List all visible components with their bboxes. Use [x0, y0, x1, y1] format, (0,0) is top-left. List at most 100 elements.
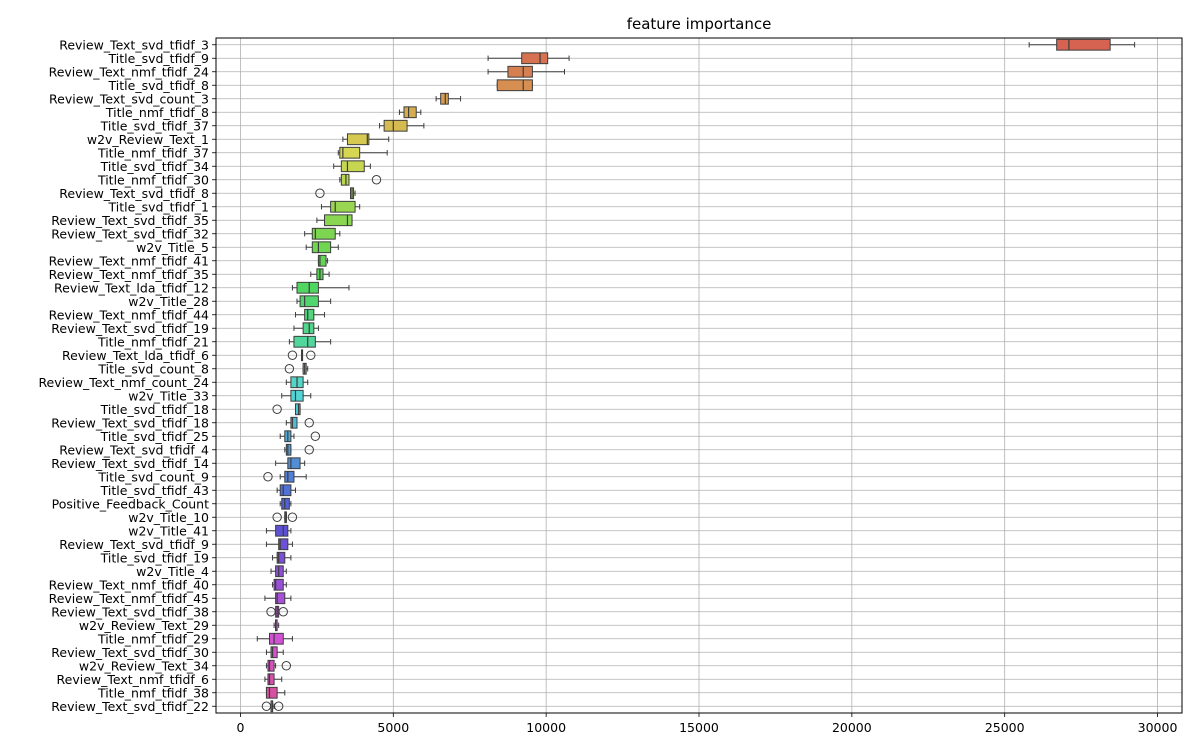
box-iqr [281, 497, 290, 510]
y-tick-label: Review_Text_nmf_count_24 [38, 375, 209, 390]
box-iqr [267, 659, 275, 672]
box-plot [264, 592, 292, 605]
outlier-point [266, 607, 276, 617]
box-plot [263, 470, 307, 483]
box-plot [265, 646, 284, 659]
y-tick-label: Review_Text_nmf_tfidf_35 [49, 267, 209, 282]
box-plot [266, 605, 288, 618]
y-tick-label: Title_svd_count_8 [97, 361, 209, 376]
y-tick-label: Review_Text_lda_tfidf_6 [62, 348, 209, 363]
box-plot [279, 497, 292, 510]
box-plot [305, 241, 339, 254]
box-iqr [284, 470, 295, 483]
y-tick-label: Review_Text_svd_tfidf_9 [59, 537, 209, 552]
box-plot [293, 322, 319, 335]
box-iqr [304, 308, 315, 321]
y-tick-label: Title_svd_tfidf_18 [100, 402, 209, 417]
box-plot [294, 308, 326, 321]
y-tick-label: Review_Text_svd_tfidf_32 [51, 226, 209, 241]
box-iqr [311, 227, 336, 240]
x-tick-label: 25000 [985, 720, 1025, 735]
box-plot [320, 200, 361, 213]
y-tick-label: Review_Text_svd_tfidf_19 [51, 321, 209, 336]
y-tick-label: w2v_Title_5 [136, 240, 209, 255]
outlier-point [304, 445, 314, 455]
box-iqr [294, 403, 301, 416]
y-tick-label: Title_nmf_tfidf_38 [97, 685, 209, 700]
x-tick-label: 15000 [679, 720, 719, 735]
box-plot [487, 52, 570, 65]
y-tick-label: Review_Text_nmf_tfidf_40 [49, 577, 209, 592]
y-tick-label: Review_Text_svd_tfidf_4 [59, 442, 209, 457]
box-plot [435, 92, 462, 105]
outlier-point [281, 661, 292, 671]
y-tick-label: Title_svd_tfidf_43 [100, 483, 209, 498]
box-plot [288, 335, 332, 348]
y-tick-label: Review_Text_svd_tfidf_30 [51, 645, 209, 660]
box-iqr [507, 65, 533, 78]
box-iqr [521, 52, 549, 65]
y-tick-label: Review_Text_lda_tfidf_12 [54, 280, 209, 295]
y-tick-label: Review_Text_svd_tfidf_38 [51, 604, 209, 619]
box-plot [333, 160, 371, 173]
y-tick-label: w2v_Review_Text_29 [79, 618, 209, 633]
box-plot [496, 79, 533, 92]
outlier-point [284, 364, 295, 374]
box-iqr [270, 646, 278, 659]
box-iqr [324, 214, 353, 227]
y-tick-label: w2v_Title_28 [128, 294, 209, 309]
box-plot [337, 146, 388, 159]
box-plot [281, 389, 312, 402]
box-iqr [290, 416, 298, 429]
box-iqr [403, 106, 417, 119]
box-plot [272, 551, 292, 564]
y-tick-label: w2v_Title_41 [128, 523, 209, 538]
box-plot [291, 281, 350, 294]
box-plot [264, 673, 283, 686]
box-iqr [265, 686, 278, 699]
box-plot [316, 214, 353, 227]
box-plot [261, 700, 284, 713]
box-iqr [275, 565, 284, 578]
box-iqr [276, 551, 286, 564]
outlier-point [273, 701, 284, 711]
box-iqr [268, 632, 284, 645]
y-tick-label: Title_svd_tfidf_9 [108, 51, 209, 66]
y-tick-label: Review_Text_svd_tfidf_18 [51, 415, 209, 430]
y-tick-label: w2v_Title_4 [136, 564, 209, 579]
box-iqr [278, 538, 289, 551]
box-iqr [287, 457, 301, 470]
y-tick-labels: Review_Text_svd_tfidf_3Title_svd_tfidf_9… [38, 37, 216, 714]
box-plot [487, 65, 565, 78]
box-iqr [330, 200, 356, 213]
y-tick-label: Review_Text_svd_tfidf_8 [59, 186, 209, 201]
box-iqr [302, 322, 315, 335]
outlier-point [310, 431, 321, 441]
box-iqr [275, 524, 289, 537]
box-iqr [339, 146, 361, 159]
outlier-point [278, 607, 288, 617]
outlier-point [304, 418, 314, 428]
box-iqr [317, 254, 327, 267]
y-tick-label: Review_Text_nmf_tfidf_45 [49, 591, 209, 606]
outlier-point [272, 404, 282, 414]
box-plot [272, 511, 298, 524]
outlier-point [272, 512, 282, 522]
x-tick-label: 0 [236, 720, 244, 735]
y-tick-label: Review_Text_svd_count_3 [49, 91, 209, 106]
y-tick-label: w2v_Title_10 [128, 510, 209, 525]
box-plot [296, 295, 332, 308]
y-tick-label: w2v_Review_Text_34 [79, 658, 209, 673]
box-iqr [279, 484, 292, 497]
box-iqr [346, 133, 370, 146]
y-tick-label: Title_svd_count_9 [97, 469, 209, 484]
box-plot [265, 686, 286, 699]
outlier-point [263, 472, 273, 482]
x-tick-label: 20000 [832, 720, 872, 735]
box-plots [256, 38, 1136, 713]
box-iqr [275, 592, 286, 605]
box-plot [272, 403, 301, 416]
y-tick-label: Title_svd_tfidf_8 [108, 78, 209, 93]
y-tick-label: Review_Text_svd_tfidf_14 [51, 456, 209, 471]
